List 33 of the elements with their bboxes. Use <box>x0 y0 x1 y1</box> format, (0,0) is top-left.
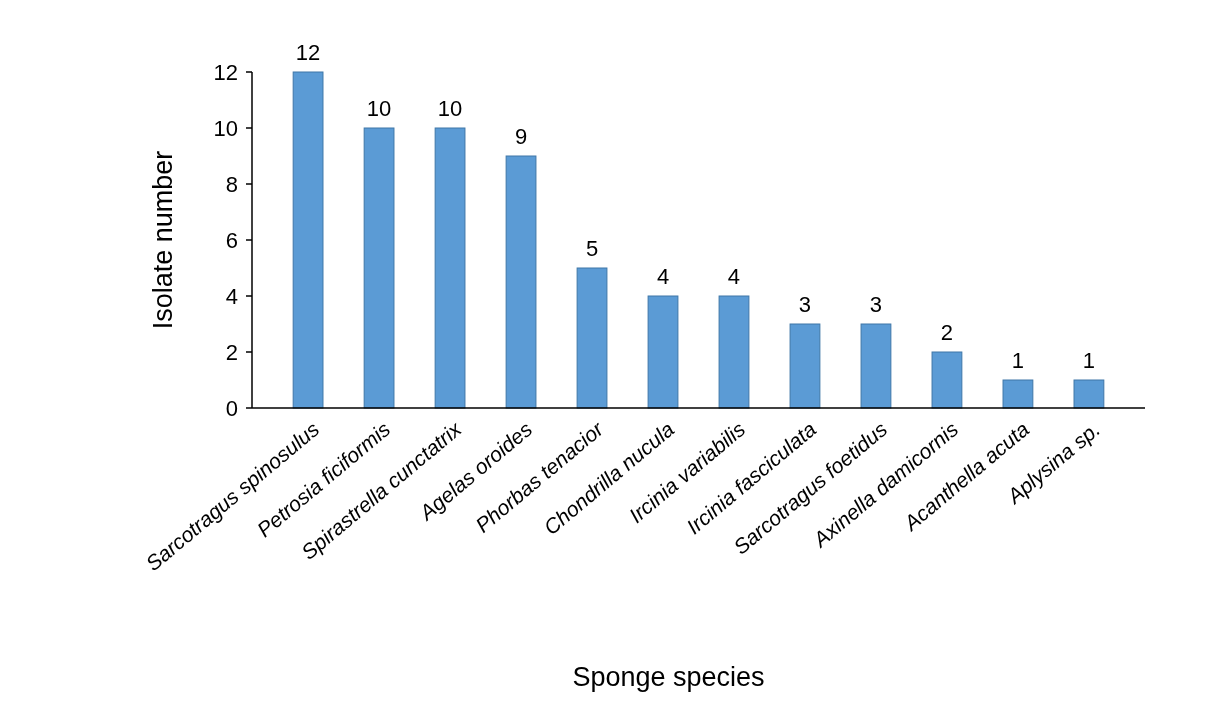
data-label: 3 <box>869 292 883 317</box>
data-label: 10 <box>437 96 463 121</box>
y-tick-label: 2 <box>225 339 238 365</box>
data-label: 4 <box>727 264 741 289</box>
bar <box>1002 379 1034 409</box>
bar <box>718 295 750 409</box>
data-label: 3 <box>798 292 812 317</box>
bar <box>576 267 608 409</box>
data-label: 1 <box>1082 348 1096 373</box>
bar <box>647 295 679 409</box>
x-axis-title: Sponge species <box>572 662 765 692</box>
y-tick-label: 8 <box>225 171 238 197</box>
bar <box>505 155 537 409</box>
data-label: 9 <box>514 124 528 149</box>
y-tick-label: 0 <box>225 395 238 421</box>
y-tick-label: 10 <box>213 115 238 141</box>
data-label: 5 <box>585 236 599 261</box>
data-label: 1 <box>1011 348 1025 373</box>
bar <box>292 71 324 409</box>
data-label: 2 <box>940 320 954 345</box>
bar <box>789 323 821 409</box>
data-label: 10 <box>366 96 392 121</box>
bar <box>931 351 963 409</box>
y-axis-title: Isolate number <box>148 150 178 330</box>
y-tick-label: 6 <box>225 227 238 253</box>
y-tick-label: 4 <box>225 283 238 309</box>
y-tick-label: 12 <box>213 59 238 85</box>
bar <box>363 127 395 409</box>
data-label: 4 <box>656 264 670 289</box>
data-label: 12 <box>295 40 321 65</box>
bar <box>1073 379 1105 409</box>
bar <box>434 127 466 409</box>
bar <box>860 323 892 409</box>
